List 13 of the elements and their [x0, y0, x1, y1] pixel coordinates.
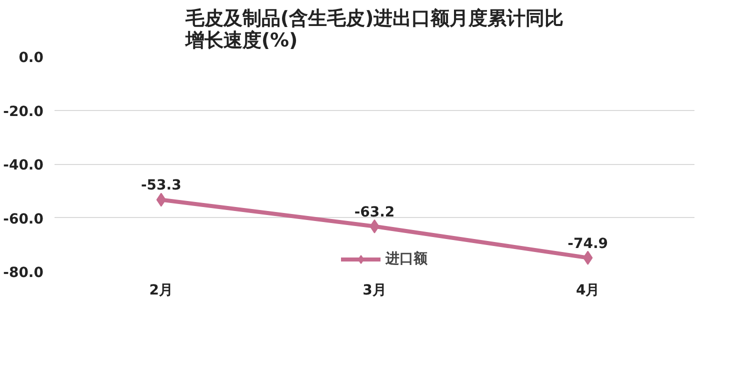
data-label: -53.3 — [140, 178, 182, 194]
y-tick-label: 0.0 — [18, 50, 44, 66]
y-tick-label: -40.0 — [3, 158, 44, 174]
legend-label: 进口额 — [385, 250, 428, 268]
data-label: -63.2 — [354, 204, 395, 220]
chart-title: 毛皮及制品(含生毛皮)进出口额月度累计同比增长速度(%) — [184, 8, 564, 52]
x-tick-label: 2月 — [149, 282, 174, 298]
x-tick-label: 4月 — [576, 282, 600, 298]
y-tick-label: -20.0 — [3, 104, 44, 120]
data-label: -74.9 — [568, 236, 608, 252]
y-tick-label: -60.0 — [3, 211, 44, 228]
y-tick-label: -80.0 — [3, 265, 44, 281]
x-tick-label: 3月 — [362, 282, 386, 298]
